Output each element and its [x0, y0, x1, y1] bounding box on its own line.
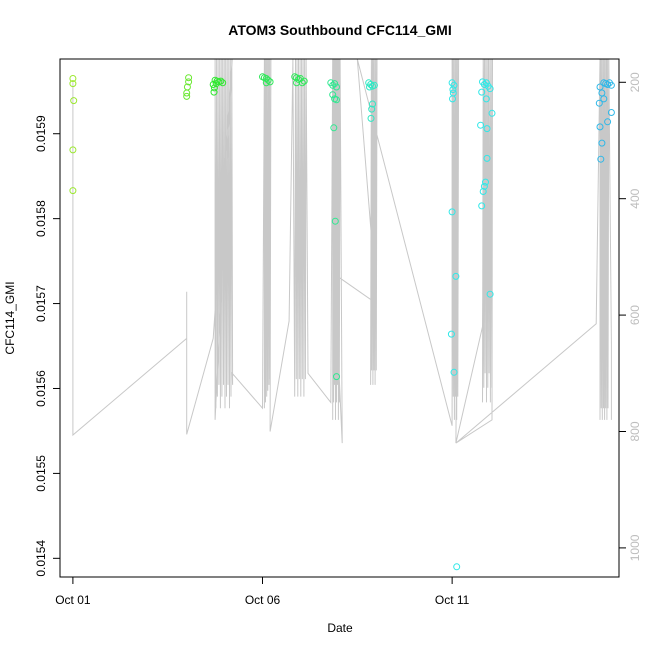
pressure-line: [72, 58, 612, 444]
data-point: [448, 208, 456, 216]
data-point: [607, 81, 615, 89]
data-point: [210, 84, 218, 92]
x-tick-label: Oct 01: [55, 593, 91, 607]
data-point: [293, 79, 301, 87]
data-point: [333, 96, 340, 104]
right-tick-label: 200: [628, 72, 642, 92]
chart-title: ATOM3 Southbound CFC114_GMI: [228, 22, 452, 38]
data-point: [596, 83, 604, 91]
data-point: [453, 563, 461, 571]
data-point: [209, 81, 217, 88]
y-tick-label: 0.0158: [34, 200, 48, 237]
data-point: [367, 114, 375, 122]
data-point: [604, 118, 612, 126]
y-tick-label: 0.0156: [34, 370, 48, 407]
right-tick-label: 600: [628, 305, 642, 325]
data-point: [450, 368, 458, 376]
data-point: [486, 85, 494, 93]
x-tick-label: Oct 06: [245, 593, 281, 607]
data-point: [597, 155, 605, 163]
data-point: [69, 146, 77, 154]
data-point: [219, 79, 227, 87]
data-point: [449, 86, 457, 94]
axes: Oct 01 Oct 06 Oct 11 0.0154 0.0155 0.0156 0.01…: [34, 72, 642, 607]
data-point: [370, 81, 378, 89]
data-point: [483, 125, 491, 133]
y-tick-label: 0.0154: [34, 540, 48, 577]
data-point: [604, 81, 612, 88]
right-tick-label: 1000: [628, 534, 642, 561]
data-point: [185, 78, 193, 86]
data-point: [479, 188, 487, 195]
data-point: [449, 95, 456, 103]
data-point: [598, 139, 606, 147]
data-point: [293, 74, 301, 82]
data-point: [69, 187, 77, 195]
x-axis-label: Date: [327, 621, 353, 635]
data-points: [69, 73, 615, 571]
x-tick-label: Oct 11: [435, 593, 470, 607]
data-point: [596, 123, 604, 131]
data-point: [483, 154, 491, 162]
data-point: [333, 373, 340, 381]
data-point: [482, 95, 490, 103]
y-tick-label: 0.0159: [34, 115, 48, 152]
data-point: [595, 99, 603, 107]
data-point: [478, 88, 486, 96]
right-tick-label: 400: [628, 188, 642, 208]
data-point: [333, 83, 340, 91]
data-point: [212, 80, 220, 88]
data-point: [266, 78, 274, 86]
data-point: [482, 178, 489, 186]
data-point: [366, 83, 373, 91]
data-point: [329, 81, 337, 89]
data-point: [368, 105, 376, 113]
data-point: [329, 91, 337, 99]
data-point: [450, 81, 458, 89]
data-point: [331, 217, 339, 225]
y-tick-label: 0.0155: [34, 455, 48, 492]
data-point: [330, 124, 338, 132]
data-point: [600, 95, 608, 103]
data-point: [480, 182, 488, 190]
data-point: [300, 77, 308, 85]
data-point: [369, 100, 376, 108]
data-point: [452, 272, 460, 280]
data-point: [262, 79, 270, 87]
data-point: [210, 88, 218, 96]
data-point: [447, 330, 455, 338]
data-point: [482, 79, 490, 87]
data-point: [183, 92, 191, 100]
data-point: [183, 89, 191, 97]
data-point: [70, 97, 78, 105]
data-point: [488, 109, 496, 117]
data-point: [607, 109, 615, 116]
pressure-trace: [72, 58, 612, 444]
y-tick-label: 0.0157: [34, 285, 48, 322]
data-point: [486, 290, 494, 298]
data-point: [477, 121, 485, 129]
data-point: [480, 81, 488, 88]
right-tick-label: 800: [628, 421, 642, 441]
data-point: [69, 75, 77, 82]
y-axis-label: CFC114_GMI: [3, 281, 17, 354]
data-point: [69, 80, 77, 88]
data-point: [478, 202, 486, 210]
data-point: [331, 80, 339, 88]
data-point: [185, 74, 193, 82]
